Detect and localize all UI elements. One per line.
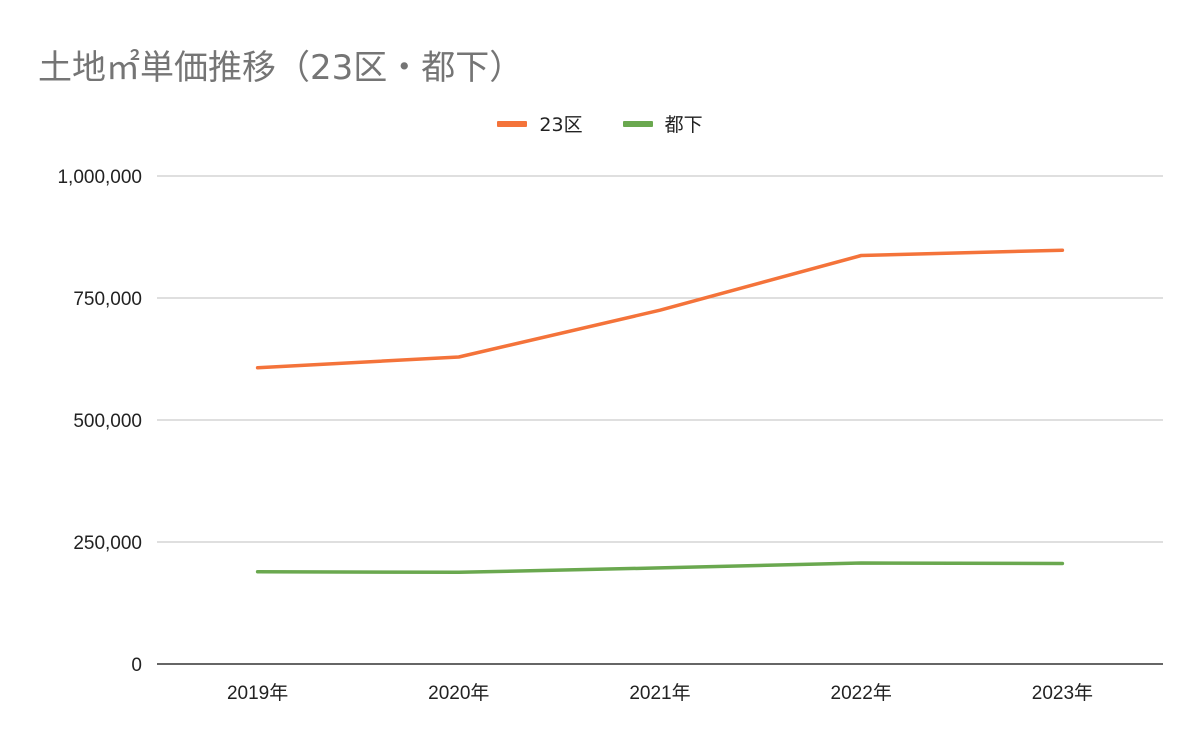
y-tick-label: 750,000	[73, 289, 142, 310]
series-line-1	[255, 561, 1065, 575]
legend-swatch-23ku	[497, 120, 528, 127]
legend-label-23ku: 23区	[539, 114, 583, 136]
x-tick-label: 2019年	[227, 682, 288, 704]
legend-item-toka[interactable]: 都下	[622, 110, 703, 137]
x-tick-label: 2021年	[629, 682, 690, 704]
y-tick-label: 0	[131, 655, 142, 676]
legend-item-23ku[interactable]: 23区	[497, 110, 583, 137]
legend-swatch-toka	[622, 120, 653, 127]
legend-label-toka: 都下	[664, 114, 703, 136]
x-tick-label: 2022年	[831, 682, 892, 704]
x-tick-label: 2020年	[428, 682, 489, 704]
series-line-0	[255, 248, 1065, 370]
chart-title: 土地㎡単価推移（23区・都下）	[38, 48, 524, 88]
y-tick-label: 250,000	[73, 533, 142, 554]
x-tick-label: 2023年	[1032, 682, 1093, 704]
legend: 23区 都下	[0, 110, 1200, 137]
y-tick-label: 1,000,000	[57, 167, 142, 188]
y-tick-label: 500,000	[73, 411, 142, 432]
